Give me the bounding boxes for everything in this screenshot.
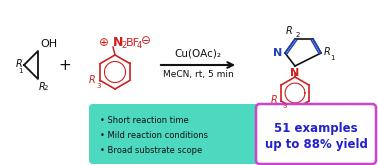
Text: 2: 2 (44, 85, 48, 91)
Text: MeCN, rt, 5 min: MeCN, rt, 5 min (163, 70, 233, 79)
Text: ⊖: ⊖ (141, 33, 151, 47)
Text: 2: 2 (121, 42, 126, 50)
Text: N: N (290, 68, 300, 78)
Text: N: N (113, 36, 123, 50)
Text: Cu(OAc)₂: Cu(OAc)₂ (175, 48, 222, 58)
Text: R: R (15, 59, 22, 69)
Text: R: R (285, 26, 292, 36)
Text: N: N (273, 48, 282, 58)
Text: +: + (59, 57, 71, 72)
Text: • Mild reaction conditions: • Mild reaction conditions (100, 131, 208, 140)
FancyBboxPatch shape (256, 104, 376, 164)
Text: • Broad substrate scope: • Broad substrate scope (100, 146, 202, 155)
Text: 3: 3 (96, 83, 101, 89)
Text: 1: 1 (19, 68, 23, 74)
Text: 1: 1 (330, 55, 335, 61)
Text: R: R (88, 75, 95, 85)
Text: up to 88% yield: up to 88% yield (265, 138, 367, 151)
FancyBboxPatch shape (89, 104, 259, 164)
Text: R: R (324, 47, 331, 57)
Text: 2: 2 (296, 32, 301, 38)
Text: 3: 3 (282, 103, 287, 109)
Text: ⊕: ⊕ (99, 36, 109, 50)
Text: • Short reaction time: • Short reaction time (100, 116, 189, 125)
Text: BF: BF (126, 38, 140, 48)
Text: R: R (39, 82, 46, 92)
Text: R: R (270, 95, 277, 105)
Text: OH: OH (40, 39, 57, 49)
Text: 4: 4 (137, 42, 142, 50)
Text: 51 examples: 51 examples (274, 122, 358, 135)
